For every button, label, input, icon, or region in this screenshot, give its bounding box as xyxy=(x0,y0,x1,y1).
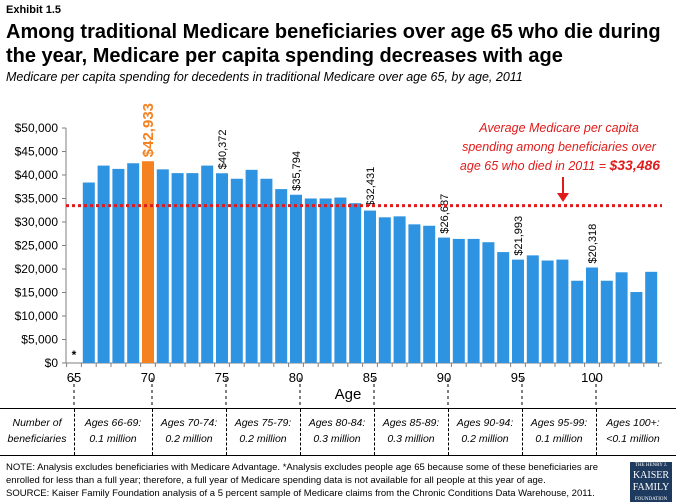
bar-age-90 xyxy=(438,237,450,363)
bar-age-94 xyxy=(497,252,510,363)
bar-age-99 xyxy=(571,280,584,363)
y-tick-label: $45,000 xyxy=(15,145,59,159)
bar-age-104 xyxy=(645,271,658,363)
bar-age-78 xyxy=(260,178,273,363)
x-tick-label: 70 xyxy=(141,370,155,385)
y-tick-label: $25,000 xyxy=(15,239,59,253)
y-tick-label: $35,000 xyxy=(15,192,59,206)
y-tick-label: $15,000 xyxy=(15,286,59,300)
bar-chart: $0 $5,000 $10,000 $15,000 $20,000 $25,000 $30,… xyxy=(15,103,662,408)
bar-age-69 xyxy=(127,163,140,363)
bar-age-81 xyxy=(304,198,317,363)
source-text: SOURCE: Kaiser Family Foundation analysi… xyxy=(6,488,595,499)
bar-age-67 xyxy=(97,165,110,363)
bar-age-70 xyxy=(142,161,154,363)
x-tick-label: 75 xyxy=(215,370,229,385)
beneficiaries-group: Ages 66-69: 0.1 million xyxy=(84,417,142,445)
bar-age-83 xyxy=(334,197,347,363)
data-label-age-75: $40,372 xyxy=(217,129,229,169)
bar-age-84 xyxy=(349,203,362,363)
data-label-age-80: $35,794 xyxy=(291,151,303,191)
group-divider xyxy=(448,409,449,455)
group-divider xyxy=(374,409,375,455)
beneficiaries-group: Ages 70-74: 0.2 million xyxy=(160,417,218,445)
beneficiaries-group: Ages 90-94: 0.2 million xyxy=(456,417,514,445)
x-tick-label: 80 xyxy=(289,370,303,385)
group-divider xyxy=(74,409,75,455)
x-tick-label: 85 xyxy=(363,370,377,385)
bar-age-77 xyxy=(245,169,258,363)
data-label-age-70: $42,933 xyxy=(140,103,157,157)
beneficiaries-row: Number of beneficiaries Ages 66-69: 0.1 mil… xyxy=(0,408,676,456)
bar-age-86 xyxy=(378,217,391,363)
y-tick-label: $20,000 xyxy=(15,262,59,276)
average-annotation-line: Average Medicare per capita xyxy=(478,121,639,135)
chart-title: Among traditional Medicare beneficiaries… xyxy=(6,21,661,67)
average-annotation-line: age 65 who died in 2011 = $33,486 xyxy=(460,157,660,173)
data-label-age-85: $32,431 xyxy=(365,167,377,207)
bar-age-72 xyxy=(171,173,184,363)
chart-subtitle: Medicare per capita spending for deceden… xyxy=(6,70,523,84)
bar-age-75 xyxy=(216,173,228,363)
y-tick-label: $10,000 xyxy=(15,309,59,323)
average-value: $33,486 xyxy=(608,157,660,173)
group-divider xyxy=(152,409,153,455)
average-annotation-line: spending among beneficiaries over xyxy=(462,140,657,154)
beneficiaries-group: Ages 80-84: 0.3 million xyxy=(308,417,366,445)
group-divider xyxy=(522,409,523,455)
bar-age-76 xyxy=(230,178,243,363)
x-tick-label: 90 xyxy=(437,370,451,385)
beneficiaries-group: Ages 100+: <0.1 million xyxy=(606,417,660,445)
bar-age-102 xyxy=(615,272,628,363)
x-tick-label: 65 xyxy=(67,370,81,385)
x-axis-title: Age xyxy=(335,386,362,403)
bar-age-73 xyxy=(186,173,199,363)
bar-age-66 xyxy=(82,182,95,363)
bar-age-82 xyxy=(319,198,332,363)
bar-age-96 xyxy=(526,255,539,363)
bar-age-98 xyxy=(556,259,569,363)
y-tick-label: $30,000 xyxy=(15,215,59,229)
y-tick-label: $0 xyxy=(45,356,59,370)
bar-age-85 xyxy=(364,210,376,363)
beneficiaries-header: Number of beneficiaries xyxy=(7,417,67,445)
beneficiaries-group: Ages 85-89: 0.3 million xyxy=(382,417,440,445)
bar-age-88 xyxy=(408,224,421,363)
bar-age-95 xyxy=(512,259,524,363)
y-tick-label: $5,000 xyxy=(21,333,58,347)
bar-age-101 xyxy=(600,280,613,363)
beneficiaries-group: Ages 75-79: 0.2 million xyxy=(234,417,292,445)
bar-age-87 xyxy=(393,216,406,363)
group-divider xyxy=(596,409,597,455)
bar-age-68 xyxy=(112,168,125,363)
arrow-down-icon xyxy=(557,193,569,202)
bar-age-71 xyxy=(156,169,169,363)
bar-age-103 xyxy=(630,292,643,363)
x-tick-label: 95 xyxy=(511,370,525,385)
bar-age-92 xyxy=(467,238,480,363)
age-65-marker: * xyxy=(72,348,77,362)
y-tick-label: $40,000 xyxy=(15,168,59,182)
bar-age-97 xyxy=(541,260,554,363)
note-text: NOTE: Analysis excludes beneficiaries wi… xyxy=(6,462,598,486)
data-label-age-90: $26,687 xyxy=(439,194,451,234)
bar-age-100 xyxy=(586,267,598,363)
y-tick-label: $50,000 xyxy=(15,121,59,135)
exhibit-label: Exhibit 1.5 xyxy=(6,4,62,16)
bar-age-74 xyxy=(201,165,214,363)
bar-age-79 xyxy=(275,189,288,363)
group-divider xyxy=(226,409,227,455)
x-tick-label: 100 xyxy=(581,370,603,385)
beneficiaries-group: Ages 95-99: 0.1 million xyxy=(530,417,588,445)
data-label-age-95: $21,993 xyxy=(513,216,525,256)
bar-age-91 xyxy=(452,238,465,363)
kff-logo: THE HENRY J. KAISER FAMILY FOUNDATION xyxy=(630,462,672,502)
bar-age-93 xyxy=(482,242,495,363)
notes: NOTE: Analysis excludes beneficiaries wi… xyxy=(6,461,606,500)
data-label-age-100: $20,318 xyxy=(587,224,599,264)
bar-age-89 xyxy=(423,225,436,363)
bar-age-80 xyxy=(290,194,302,363)
group-divider xyxy=(300,409,301,455)
